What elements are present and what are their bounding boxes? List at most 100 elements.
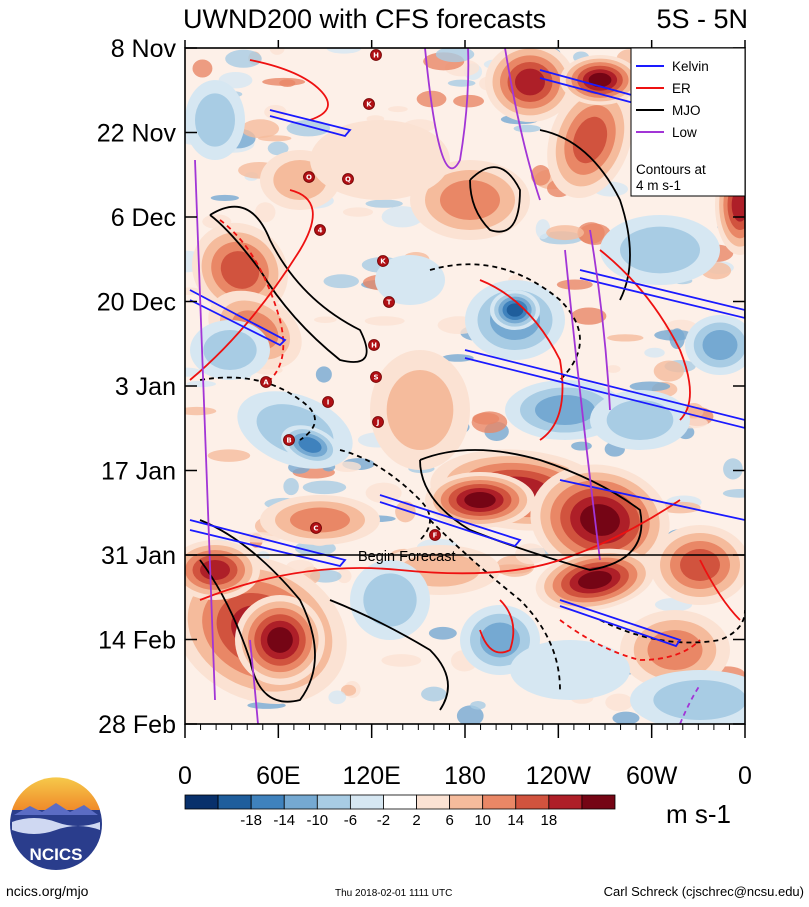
- field-patch: [192, 59, 213, 78]
- contour-low: [249, 639, 259, 724]
- colorbar-tick-label: -10: [306, 812, 328, 829]
- field-patch: [421, 686, 447, 702]
- logo-text: NCICS: [30, 845, 83, 864]
- colorbar-swatch: [449, 794, 484, 810]
- contour-er: [199, 499, 681, 601]
- field-feature: [440, 180, 500, 220]
- storm-label: 4: [318, 227, 323, 235]
- contour-kelvin: [189, 289, 287, 347]
- colorbar-swatch: [184, 794, 219, 810]
- field-feature: [203, 330, 257, 370]
- contour-low: [679, 684, 701, 724]
- field-patch: [723, 458, 743, 480]
- contour-mjo: [339, 449, 431, 541]
- shaded-field: [185, 48, 745, 724]
- contour-er: [219, 219, 285, 381]
- field-patch: [279, 79, 296, 88]
- field-patch: [269, 48, 285, 55]
- colorbar: -18 -14 -10 -6 -2 2 6 10 14 18: [184, 794, 616, 829]
- field-patch: [653, 360, 685, 382]
- begin-forecast-label: Begin Forecast: [358, 549, 456, 565]
- field-feature: [267, 627, 293, 653]
- x-tick-label: 180: [444, 762, 486, 790]
- colorbar-tick-label: -14: [273, 812, 295, 829]
- field-feature: [464, 492, 496, 508]
- footer-author: Carl Schreck (cjschrec@ncsu.edu): [604, 884, 804, 899]
- storm-label: O: [306, 174, 312, 182]
- field-feature: [647, 630, 703, 670]
- colorbar-swatch: [349, 794, 384, 810]
- storm-marker: Q: [342, 173, 354, 185]
- field-patch: [302, 480, 347, 495]
- storm-label: C: [313, 525, 318, 533]
- field-feature: [580, 504, 620, 536]
- storm-label: K: [380, 258, 386, 266]
- colorbar-swatch: [416, 794, 451, 810]
- field-patch: [257, 135, 292, 142]
- field-patch: [185, 367, 202, 377]
- x-axis: 0 60E 120E 180 120W 60W 0: [178, 40, 752, 790]
- y-tick-label: 22 Nov: [97, 120, 177, 148]
- field-patch: [629, 381, 671, 392]
- contour-low: [504, 48, 541, 201]
- hurricane-icon: [363, 98, 375, 110]
- y-tick-label: 28 Feb: [98, 711, 176, 739]
- colorbar-swatch: [548, 794, 583, 810]
- hurricane-icon: [303, 171, 315, 183]
- field-patch: [441, 354, 474, 362]
- contour-mjo: [469, 166, 521, 233]
- field-patch: [342, 207, 374, 217]
- storm-marker: H: [370, 49, 382, 61]
- field-patch: [447, 79, 476, 87]
- field-feature: [375, 255, 445, 305]
- hurricane-icon: [383, 296, 395, 308]
- hurricane-icon: [342, 173, 354, 185]
- field-patch: [530, 165, 551, 186]
- colorbar-units: m s-1: [666, 799, 731, 829]
- hurricane-icon: [260, 376, 272, 388]
- x-tick-label: 0: [738, 762, 752, 790]
- field-patch: [185, 406, 217, 416]
- field-feature: [731, 188, 745, 222]
- hurricane-icon: [372, 416, 384, 428]
- colorbar-tick-label: -2: [377, 812, 390, 829]
- y-tick-label: 14 Feb: [98, 627, 176, 655]
- colorbar-swatch: [383, 794, 417, 810]
- storm-marker: S: [370, 371, 382, 383]
- field-patch: [328, 690, 347, 705]
- field-patch: [435, 48, 475, 63]
- field-patch: [571, 441, 592, 451]
- storm-label: S: [373, 374, 378, 382]
- contour-mjo: [199, 376, 316, 441]
- hurricane-icon: [314, 224, 326, 236]
- field-feature: [220, 251, 260, 289]
- x-tick-label: 60W: [626, 762, 678, 790]
- field-patch: [535, 219, 551, 240]
- ncics-logo: NCICS: [10, 777, 102, 870]
- storm-marker: K: [377, 255, 389, 267]
- y-tick-label: 3 Jan: [115, 373, 176, 401]
- colorbar-tick-label: -18: [240, 812, 262, 829]
- colorbar-tick-label: 14: [507, 812, 524, 829]
- colorbar-swatch: [250, 794, 285, 810]
- colorbar-swatch: [482, 794, 517, 810]
- contour-mjo: [419, 449, 643, 571]
- field-feature: [510, 640, 630, 700]
- storm-label: A: [263, 379, 269, 387]
- legend-label: MJO: [672, 103, 701, 118]
- field-patch: [546, 225, 585, 241]
- contour-er: [559, 619, 701, 661]
- storm-marker: C: [310, 522, 322, 534]
- field-patch: [210, 194, 240, 202]
- storm-marker: I: [322, 396, 334, 408]
- contour-kelvin: [559, 599, 682, 648]
- colorbar-swatch: [283, 794, 318, 810]
- hurricane-icon: [370, 371, 382, 383]
- colorbar-tick-label: -6: [344, 812, 357, 829]
- storm-label: B: [286, 437, 291, 445]
- field-patch: [337, 569, 352, 584]
- storm-marker: A: [260, 376, 272, 388]
- legend-label: Low: [672, 125, 697, 140]
- y-tick-label: 6 Dec: [111, 204, 176, 232]
- field-patch: [556, 279, 593, 290]
